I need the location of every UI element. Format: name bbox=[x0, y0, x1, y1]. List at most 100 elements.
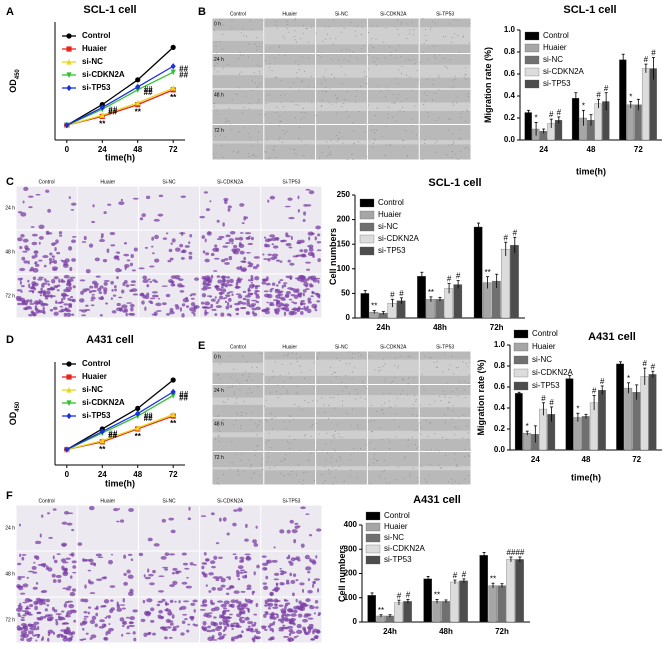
cell-speck bbox=[311, 26, 313, 28]
cell-speck bbox=[428, 116, 430, 118]
stained-cell bbox=[271, 282, 276, 286]
stained-cell bbox=[230, 624, 237, 628]
cell-speck bbox=[451, 156, 453, 158]
cell-speck bbox=[265, 399, 267, 401]
cell-speck bbox=[218, 351, 220, 353]
cell-speck bbox=[303, 472, 305, 474]
stained-cell bbox=[101, 576, 107, 580]
cell-speck bbox=[341, 390, 343, 392]
stained-cell bbox=[57, 579, 62, 583]
cell-speck bbox=[397, 97, 399, 99]
stained-cell bbox=[215, 542, 220, 545]
stained-cell bbox=[307, 589, 313, 594]
x-tick-label: 48 bbox=[587, 145, 596, 154]
micrograph bbox=[15, 274, 77, 318]
cell-speck bbox=[434, 433, 436, 435]
stained-cell bbox=[295, 598, 298, 603]
cell-speck bbox=[420, 427, 422, 429]
micrograph bbox=[316, 54, 368, 89]
row-label: 24 h bbox=[214, 57, 224, 63]
cell-speck bbox=[231, 128, 233, 130]
cell-speck bbox=[302, 479, 304, 481]
legend-swatch bbox=[365, 522, 381, 532]
cell-speck bbox=[424, 478, 426, 480]
cell-speck bbox=[254, 471, 256, 473]
cell-speck bbox=[304, 433, 306, 435]
cell-speck bbox=[336, 98, 338, 100]
stained-cell bbox=[32, 586, 38, 590]
stained-cell bbox=[275, 307, 281, 313]
stained-cell bbox=[171, 572, 176, 575]
error-bar bbox=[504, 241, 508, 257]
stained-cell bbox=[205, 614, 212, 618]
micrograph bbox=[261, 274, 322, 318]
stained-cell bbox=[95, 605, 99, 611]
y-tick-label: 0.4 bbox=[504, 91, 516, 100]
cell-speck bbox=[453, 405, 455, 407]
cell-speck bbox=[405, 23, 407, 25]
micrograph bbox=[212, 89, 264, 125]
cell-speck bbox=[246, 380, 248, 382]
stained-cell bbox=[99, 285, 104, 289]
stained-cell bbox=[58, 234, 63, 237]
stained-cell bbox=[221, 278, 227, 283]
micrograph bbox=[419, 89, 471, 124]
bar bbox=[640, 376, 649, 451]
cell-speck bbox=[333, 77, 335, 79]
stained-cell bbox=[288, 560, 292, 564]
cell-speck bbox=[350, 469, 352, 471]
micrograph bbox=[419, 53, 471, 89]
cell-speck bbox=[256, 49, 258, 51]
cell-speck bbox=[257, 386, 259, 388]
cell-speck bbox=[328, 418, 330, 420]
stained-cell bbox=[293, 301, 298, 305]
stained-cell bbox=[278, 290, 284, 293]
stained-cell bbox=[288, 298, 293, 301]
stained-cell bbox=[297, 613, 303, 618]
cell-speck bbox=[351, 153, 353, 155]
marker bbox=[66, 374, 72, 380]
cell-speck bbox=[374, 369, 376, 371]
micrograph bbox=[419, 125, 471, 160]
cell-speck bbox=[424, 28, 426, 30]
cell-speck bbox=[450, 41, 452, 43]
stained-cell bbox=[317, 233, 321, 237]
stained-cell bbox=[246, 584, 252, 589]
stained-cell bbox=[310, 252, 315, 256]
stained-cell bbox=[38, 309, 41, 313]
cell-speck bbox=[267, 157, 269, 159]
stained-cell bbox=[19, 280, 22, 285]
cell-speck bbox=[240, 460, 242, 462]
stained-cell bbox=[158, 575, 165, 578]
stained-cell bbox=[279, 567, 282, 570]
cell-speck bbox=[321, 52, 323, 54]
stained-cell bbox=[128, 621, 135, 624]
cell-speck bbox=[449, 397, 451, 399]
stained-cell bbox=[227, 283, 233, 287]
error-bar bbox=[444, 599, 448, 603]
cell-speck bbox=[395, 50, 397, 52]
cell-speck bbox=[317, 359, 319, 361]
cell-speck bbox=[449, 23, 451, 25]
legend-label: si-NC bbox=[82, 385, 103, 394]
cell-speck bbox=[258, 131, 260, 133]
x-tick-label: 24h bbox=[376, 323, 390, 332]
stained-cell bbox=[114, 288, 117, 292]
series-line bbox=[66, 87, 174, 126]
cell-speck bbox=[454, 481, 456, 483]
stained-cell bbox=[130, 306, 134, 312]
cell-speck bbox=[459, 129, 461, 131]
stained-cell bbox=[157, 600, 164, 604]
stained-cell bbox=[186, 305, 190, 308]
stained-cell bbox=[31, 281, 37, 286]
stained-cell bbox=[44, 280, 50, 283]
cell-speck bbox=[335, 38, 337, 40]
stained-cell bbox=[27, 599, 33, 602]
micrograph bbox=[77, 597, 138, 643]
cell-speck bbox=[338, 138, 340, 140]
stained-cell bbox=[289, 519, 294, 524]
stained-cell bbox=[311, 624, 314, 627]
cell-speck bbox=[334, 437, 336, 439]
stained-cell bbox=[130, 253, 134, 259]
cell-speck bbox=[290, 363, 292, 365]
